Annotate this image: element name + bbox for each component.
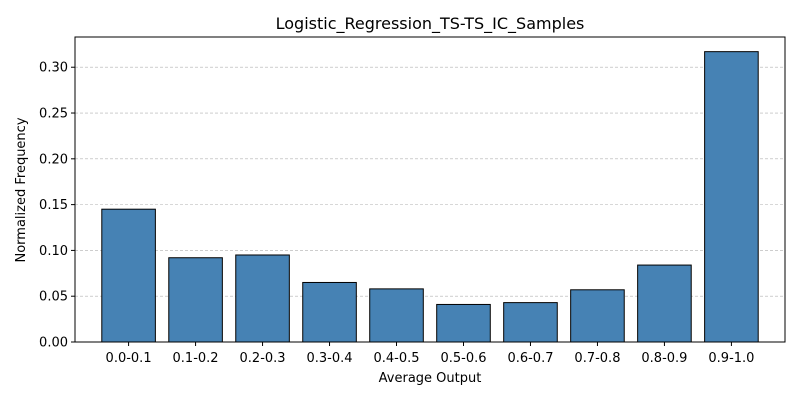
chart-title: Logistic_Regression_TS-TS_IC_Samples <box>276 14 585 34</box>
y-tick-label: 0.30 <box>39 61 68 76</box>
bar-0.0-0.1 <box>101 208 156 343</box>
bar-0.8-0.9 <box>637 264 692 343</box>
x-tick-label: 0.9-1.0 <box>708 351 754 366</box>
x-tick-label: 0.1-0.2 <box>173 351 219 366</box>
bar-0.9-1.0 <box>704 51 759 343</box>
x-tick-label: 0.3-0.4 <box>307 351 353 366</box>
y-axis-ticks: 0.00 0.05 0.10 0.15 0.20 0.25 0.30 <box>39 61 75 351</box>
bar-0.2-0.3 <box>235 254 290 343</box>
bar-0.6-0.7 <box>503 302 558 343</box>
y-tick-label: 0.25 <box>39 107 68 122</box>
bar-0.3-0.4 <box>302 281 357 343</box>
x-axis-ticks: 0.0-0.1 0.1-0.2 0.2-0.3 0.3-0.4 0.4-0.5 0.5-0… <box>106 342 754 366</box>
y-axis-label: Normalized Frequency <box>14 117 29 262</box>
x-tick-label: 0.4-0.5 <box>373 351 419 366</box>
bar-0.7-0.8 <box>570 289 625 343</box>
x-tick-label: 0.7-0.8 <box>574 351 620 366</box>
y-tick-label: 0.20 <box>39 152 68 167</box>
axes <box>74 36 786 343</box>
y-tick-label: 0.05 <box>39 290 68 305</box>
x-tick-label: 0.2-0.3 <box>240 351 286 366</box>
y-tick-label: 0.10 <box>39 244 68 259</box>
plot-frame <box>74 36 786 343</box>
bar-0.4-0.5 <box>369 288 424 343</box>
x-tick-label: 0.5-0.6 <box>440 351 486 366</box>
x-axis-label: Average Output <box>379 371 482 386</box>
y-tick-label: 0.00 <box>39 336 68 351</box>
x-tick-label: 0.0-0.1 <box>106 351 152 366</box>
bar-0.1-0.2 <box>168 257 223 343</box>
bars <box>101 51 759 343</box>
bar-0.5-0.6 <box>436 303 491 343</box>
y-tick-label: 0.15 <box>39 198 68 213</box>
x-tick-label: 0.6-0.7 <box>507 351 553 366</box>
x-tick-label: 0.8-0.9 <box>641 351 687 366</box>
